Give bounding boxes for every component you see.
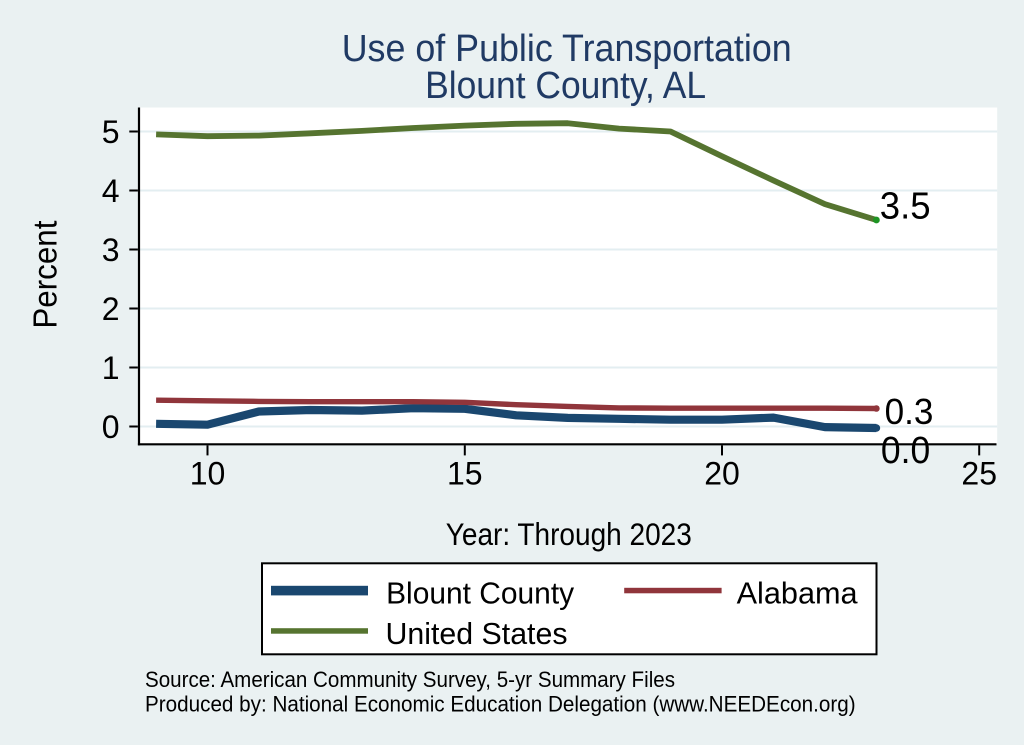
svg-text:1: 1 bbox=[102, 350, 120, 386]
svg-text:4: 4 bbox=[102, 173, 120, 209]
svg-text:0.0: 0.0 bbox=[881, 430, 930, 472]
svg-text:3.5: 3.5 bbox=[880, 185, 931, 227]
svg-text:20: 20 bbox=[704, 456, 740, 492]
svg-text:Use of Public Transportation: Use of Public Transportation bbox=[342, 28, 792, 70]
svg-text:2: 2 bbox=[102, 291, 120, 327]
svg-text:15: 15 bbox=[447, 456, 483, 492]
svg-text:3: 3 bbox=[102, 232, 120, 268]
svg-text:Alabama: Alabama bbox=[737, 576, 859, 611]
svg-text:0: 0 bbox=[102, 409, 120, 445]
svg-text:10: 10 bbox=[190, 456, 226, 492]
svg-text:0.3: 0.3 bbox=[885, 391, 934, 432]
svg-text:25: 25 bbox=[961, 456, 997, 492]
svg-text:United States: United States bbox=[386, 616, 568, 651]
svg-text:Year: Through 2023: Year: Through 2023 bbox=[446, 516, 692, 552]
svg-text:Blount County: Blount County bbox=[386, 576, 574, 611]
svg-text:Percent: Percent bbox=[28, 220, 65, 329]
svg-text:Produced by: National Economic: Produced by: National Economic Education… bbox=[145, 692, 856, 717]
svg-text:Source: American Community Sur: Source: American Community Survey, 5-yr … bbox=[145, 667, 675, 692]
svg-text:5: 5 bbox=[102, 114, 120, 150]
svg-text:Blount County, AL: Blount County, AL bbox=[425, 65, 706, 107]
